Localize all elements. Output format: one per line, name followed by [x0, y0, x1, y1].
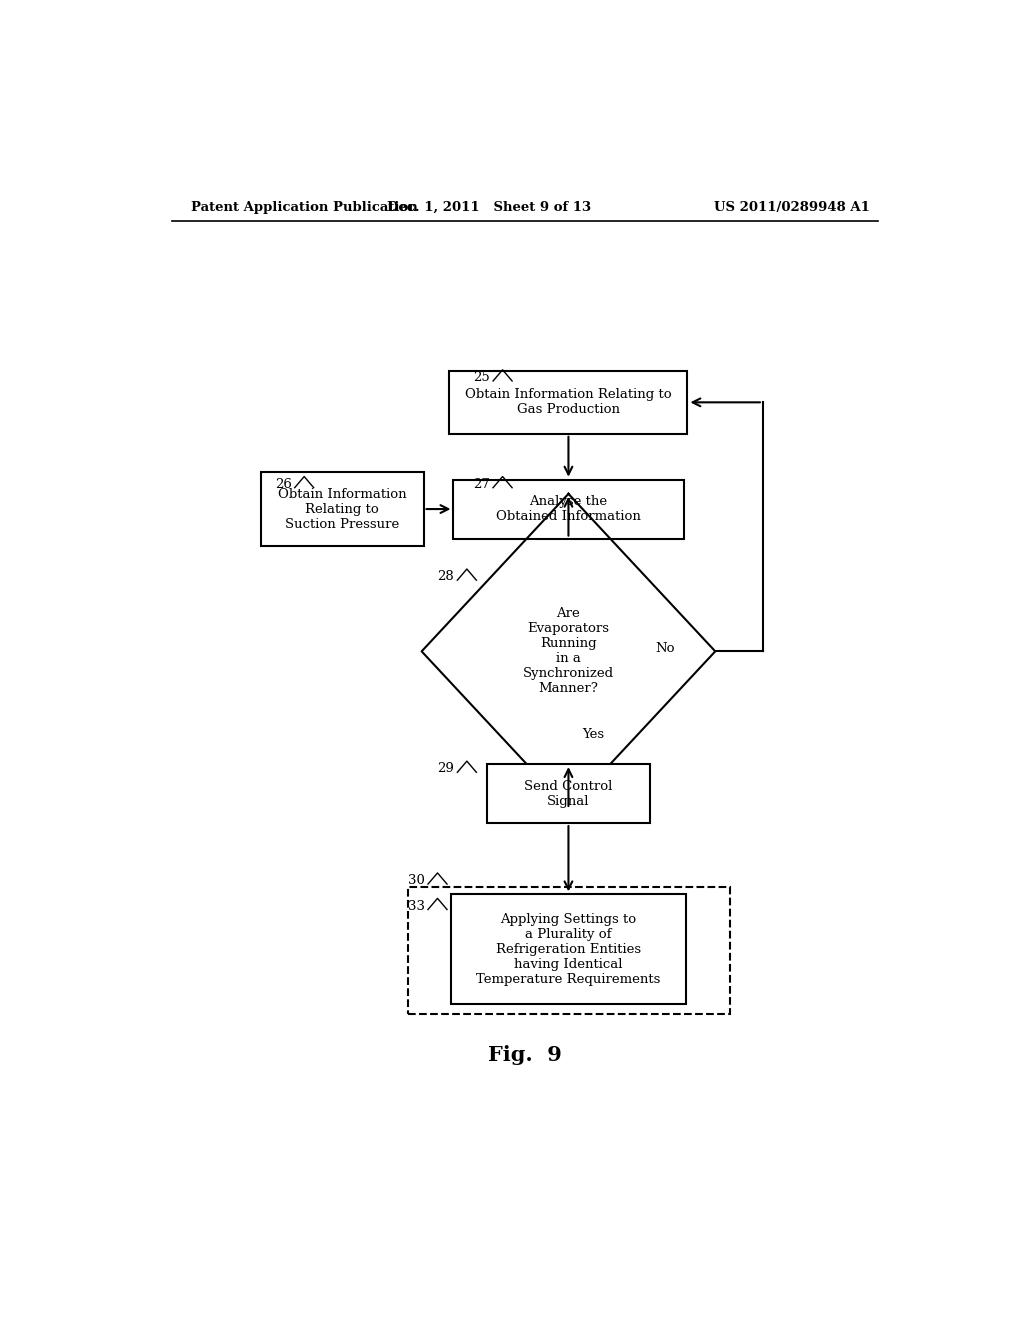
- Text: Send Control
Signal: Send Control Signal: [524, 780, 612, 808]
- Bar: [454, 479, 684, 539]
- Text: 25: 25: [473, 371, 489, 384]
- Text: 29: 29: [437, 763, 455, 775]
- Bar: [487, 764, 650, 824]
- Text: Patent Application Publication: Patent Application Publication: [191, 201, 418, 214]
- Bar: [409, 887, 729, 1014]
- Bar: [261, 473, 424, 545]
- Text: No: No: [655, 642, 675, 655]
- Text: Yes: Yes: [582, 729, 604, 742]
- Bar: [452, 894, 685, 1005]
- Text: 26: 26: [274, 478, 292, 491]
- Text: Obtain Information
Relating to
Suction Pressure: Obtain Information Relating to Suction P…: [278, 487, 407, 531]
- Text: 28: 28: [437, 570, 455, 583]
- Text: 30: 30: [409, 874, 425, 887]
- Text: Obtain Information Relating to
Gas Production: Obtain Information Relating to Gas Produ…: [465, 388, 672, 416]
- Text: 27: 27: [473, 478, 490, 491]
- Text: Are
Evaporators
Running
in a
Synchronized
Manner?: Are Evaporators Running in a Synchronize…: [523, 607, 614, 696]
- Text: Fig.  9: Fig. 9: [487, 1045, 562, 1065]
- Bar: [450, 371, 687, 434]
- Text: Applying Settings to
a Plurality of
Refrigeration Entities
having Identical
Temp: Applying Settings to a Plurality of Refr…: [476, 912, 660, 986]
- Text: Analyse the
Obtained Information: Analyse the Obtained Information: [496, 495, 641, 523]
- Text: Dec. 1, 2011   Sheet 9 of 13: Dec. 1, 2011 Sheet 9 of 13: [387, 201, 591, 214]
- Text: 33: 33: [409, 899, 425, 912]
- Text: US 2011/0289948 A1: US 2011/0289948 A1: [714, 201, 870, 214]
